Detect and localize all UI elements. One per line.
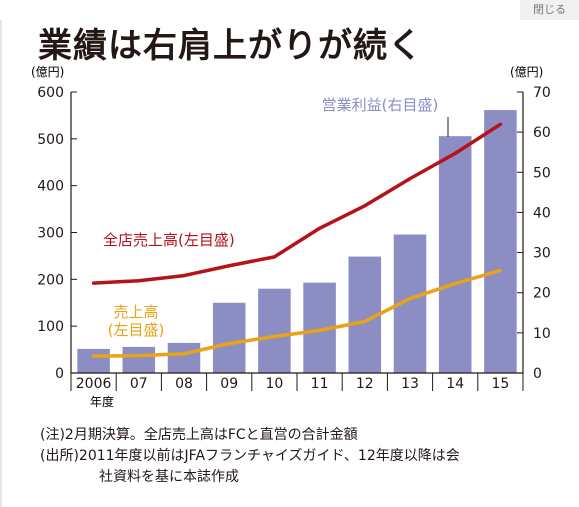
x-tick-label: 08 bbox=[175, 376, 193, 392]
x-tick-label: 07 bbox=[130, 376, 148, 392]
source-line: (出所)2011年度以前はJFAフランチャイズガイド、12年度以降は会 bbox=[40, 448, 460, 464]
bar-operating-profit bbox=[484, 110, 517, 374]
right-tick-label: 20 bbox=[533, 286, 551, 302]
bar-operating-profit bbox=[122, 346, 156, 373]
x-tick-label: 11 bbox=[311, 376, 329, 392]
x-tick-label: 10 bbox=[265, 376, 283, 392]
close-button[interactable]: 閉じる bbox=[520, 0, 579, 20]
left-tick-label: 600 bbox=[37, 85, 64, 101]
bar-operating-profit bbox=[167, 342, 201, 373]
chart-notes: (注)2月期決算。全店売上高はFCと直営の合計金額 (出所)2011年度以前はJ… bbox=[40, 425, 460, 488]
right-axis-unit: (億円) bbox=[510, 65, 543, 79]
left-border bbox=[0, 20, 2, 507]
x-tick-label: 13 bbox=[401, 376, 419, 392]
right-tick-label: 30 bbox=[533, 246, 551, 262]
right-tick-label: 0 bbox=[533, 366, 542, 382]
right-tick-label: 70 bbox=[533, 85, 551, 101]
left-tick-label: 300 bbox=[37, 226, 64, 242]
series-label-operating-profit: 営業利益(右目盛) bbox=[322, 96, 439, 114]
note-line: (注)2月期決算。全店売上高はFCと直営の合計金額 bbox=[40, 427, 358, 443]
left-tick-label: 100 bbox=[37, 319, 64, 335]
right-tick-label: 60 bbox=[533, 125, 551, 141]
x-tick-label: 09 bbox=[220, 376, 238, 392]
right-tick-label: 40 bbox=[533, 205, 551, 221]
x-tick-label: 14 bbox=[446, 376, 464, 392]
series-label-sales: 売上高 bbox=[113, 303, 158, 321]
chart-title: 業績は右肩上がりが続く bbox=[38, 26, 423, 66]
right-tick-label: 50 bbox=[533, 165, 551, 181]
series-label-store-sales: 全店売上高(左目盛) bbox=[103, 231, 235, 249]
x-tick-label: 2006 bbox=[76, 376, 112, 392]
bar-operating-profit bbox=[212, 302, 246, 373]
x-tick-label: 12 bbox=[356, 376, 374, 392]
x-tick-label: 15 bbox=[491, 376, 509, 392]
source-line-continued: 社資料を基に本誌作成 bbox=[99, 469, 239, 485]
series-label-sales-axis-note: (左目盛) bbox=[108, 321, 165, 339]
line-store-sales bbox=[91, 122, 503, 285]
x-axis-unit: 年度 bbox=[90, 394, 114, 409]
line-sales bbox=[91, 268, 503, 358]
right-tick-label: 10 bbox=[533, 326, 551, 342]
left-tick-label: 200 bbox=[37, 272, 64, 288]
left-tick-label: 500 bbox=[37, 132, 64, 148]
bar-operating-profit bbox=[77, 348, 110, 373]
left-tick-label: 0 bbox=[55, 366, 64, 382]
left-tick-label: 400 bbox=[37, 179, 64, 195]
bar-operating-profit bbox=[438, 136, 472, 373]
bar-operating-profit bbox=[258, 288, 291, 373]
left-axis-unit: (億円) bbox=[31, 65, 64, 79]
